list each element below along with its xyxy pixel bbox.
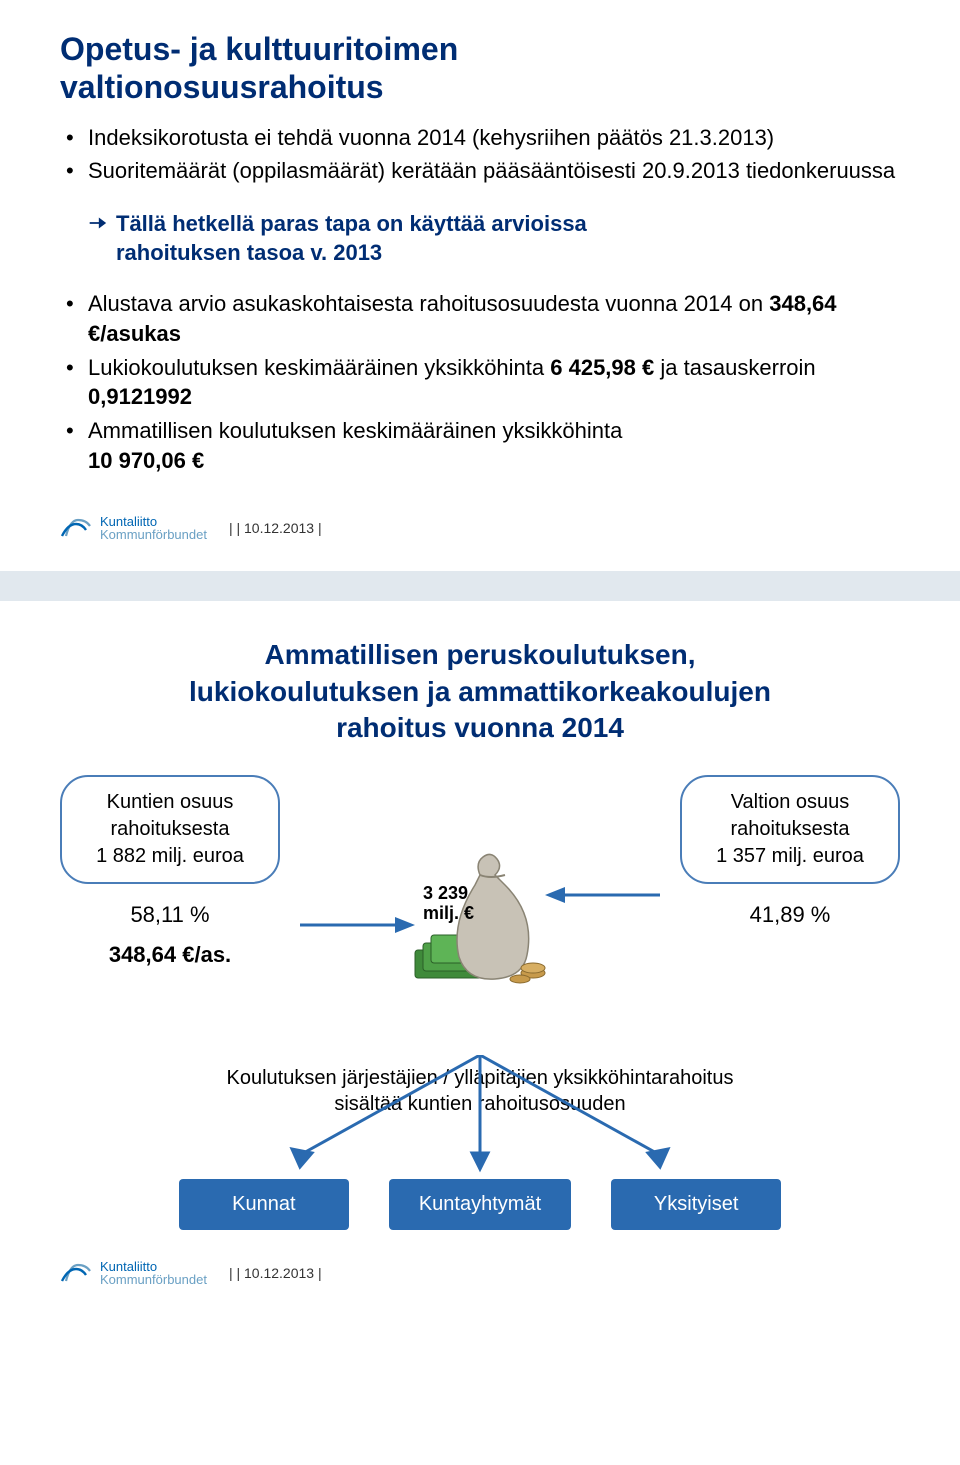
- provider-yksityiset: Yksityiset: [611, 1179, 781, 1230]
- box-line: 1 357 milj. euroa: [716, 845, 864, 867]
- title-line: rahoitus vuonna 2014: [336, 712, 624, 743]
- bullet-item: Indeksikorotusta ei tehdä vuonna 2014 (k…: [66, 123, 900, 153]
- title-line-2: valtionosuusrahoitus: [60, 69, 384, 105]
- arrow-text-line2: rahoituksen tasoa v. 2013: [116, 240, 382, 265]
- title-line: lukiokoulutuksen ja ammattikorkeakouluje…: [189, 676, 771, 707]
- bag-line2: milj. €: [423, 903, 474, 923]
- funding-diagram: Kuntien osuus rahoituksesta 1 882 milj. …: [60, 775, 900, 1035]
- right-percent: 41,89 %: [750, 902, 831, 928]
- box-line: rahoituksesta: [731, 818, 850, 840]
- box-line: 1 882 milj. euroa: [96, 845, 244, 867]
- bullets-top: Indeksikorotusta ei tehdä vuonna 2014 (k…: [66, 123, 900, 186]
- slide-divider: [0, 571, 960, 601]
- slide-footer: Kuntaliitto Kommunförbundet | | 10.12.20…: [60, 1260, 900, 1286]
- bullet-item: Suoritemäärät (oppilasmäärät) kerätään p…: [66, 156, 900, 186]
- footer-date: | | 10.12.2013 |: [229, 520, 322, 536]
- title-line: Ammatillisen peruskoulutuksen,: [265, 639, 696, 670]
- logo-mark-icon: [60, 516, 92, 540]
- logo-line1: Kuntaliitto: [100, 1260, 207, 1273]
- arrow-text-line1: Tällä hetkellä paras tapa on käyttää arv…: [116, 211, 587, 236]
- money-center: 3 239 milj. €: [405, 845, 555, 995]
- slide2-title: Ammatillisen peruskoulutuksen, lukiokoul…: [60, 637, 900, 746]
- logo-text: Kuntaliitto Kommunförbundet: [100, 515, 207, 541]
- footer-date: | | 10.12.2013 |: [229, 1265, 322, 1281]
- slide1-title: Opetus- ja kulttuuritoimen valtionosuusr…: [60, 30, 900, 107]
- title-line-1: Opetus- ja kulttuuritoimen: [60, 31, 458, 67]
- text-bold: 10 970,06 €: [88, 448, 204, 473]
- bullet-item: Ammatillisen koulutuksen keskimääräinen …: [66, 416, 900, 475]
- box-line: Kuntien osuus: [107, 791, 234, 813]
- arrow-right-icon: [86, 212, 108, 234]
- text: Ammatillisen koulutuksen keskimääräinen …: [88, 418, 622, 443]
- box-line: Valtion osuus: [731, 791, 850, 813]
- per-asukas: 348,64 €/as.: [109, 942, 231, 968]
- provider-kuntayhtymat: Kuntayhtymät: [389, 1179, 571, 1230]
- kuntaliitto-logo: Kuntaliitto Kommunförbundet: [60, 515, 207, 541]
- money-bag-icon: 3 239 milj. €: [405, 845, 555, 995]
- bag-line1: 3 239: [423, 883, 468, 903]
- arrow-left-icon: [300, 905, 420, 945]
- text-bold: 6 425,98 €: [550, 355, 654, 380]
- slide-2: Ammatillisen peruskoulutuksen, lukiokoul…: [0, 601, 960, 1315]
- kuntien-box: Kuntien osuus rahoituksesta 1 882 milj. …: [60, 775, 280, 884]
- logo-line2: Kommunförbundet: [100, 528, 207, 541]
- bullet-item: Lukiokoulutuksen keskimääräinen yksikköh…: [66, 353, 900, 412]
- arrow-right-icon: [540, 875, 660, 915]
- provider-kunnat: Kunnat: [179, 1179, 349, 1230]
- highlight-arrow-block: Tällä hetkellä paras tapa on käyttää arv…: [86, 210, 900, 267]
- bag-amount: 3 239 milj. €: [423, 883, 474, 924]
- kuntaliitto-logo: Kuntaliitto Kommunförbundet: [60, 1260, 207, 1286]
- bullet-item: Alustava arvio asukaskohtaisesta rahoitu…: [66, 289, 900, 348]
- logo-text: Kuntaliitto Kommunförbundet: [100, 1260, 207, 1286]
- left-percent: 58,11 %: [130, 902, 209, 928]
- logo-line2: Kommunförbundet: [100, 1273, 207, 1286]
- text: ja tasauskerroin: [654, 355, 815, 380]
- bullets-bottom: Alustava arvio asukaskohtaisesta rahoitu…: [66, 289, 900, 475]
- valtion-box: Valtion osuus rahoituksesta 1 357 milj. …: [680, 775, 900, 884]
- logo-mark-icon: [60, 1261, 92, 1285]
- slide-footer: Kuntaliitto Kommunförbundet | | 10.12.20…: [60, 515, 900, 541]
- provider-boxes: Kunnat Kuntayhtymät Yksityiset: [60, 1179, 900, 1230]
- right-column: Valtion osuus rahoituksesta 1 357 milj. …: [680, 775, 900, 928]
- box-line: rahoituksesta: [111, 818, 230, 840]
- text-bold: 0,9121992: [88, 384, 192, 409]
- arrows-down-icon: [60, 1055, 900, 1175]
- slide-1: Opetus- ja kulttuuritoimen valtionosuusr…: [0, 0, 960, 571]
- left-column: Kuntien osuus rahoituksesta 1 882 milj. …: [60, 775, 280, 968]
- text: Lukiokoulutuksen keskimääräinen yksikköh…: [88, 355, 550, 380]
- text: Alustava arvio asukaskohtaisesta rahoitu…: [88, 291, 769, 316]
